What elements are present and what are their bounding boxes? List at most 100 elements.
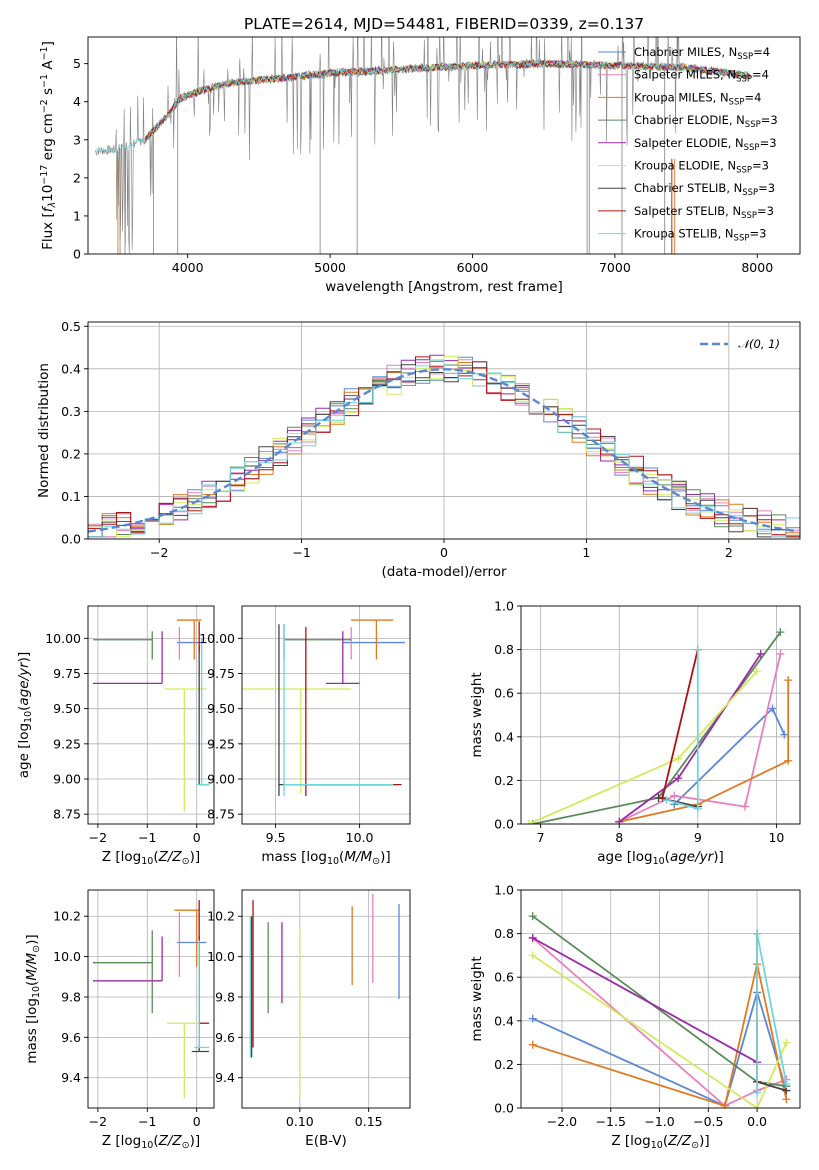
histogram-kroupa-stelib [88,359,800,538]
axes-frame [520,605,801,825]
x-tick-label: 7 [537,830,545,845]
error-point-kroupa-miles [174,909,200,967]
mass-vs-ebv-plot: 0.10 0.15 9.4 9.6 9.8 10.0 10.2 E(B-V) [207,889,411,1149]
series-marker [740,802,749,811]
error-point-kroupa-elodie [242,688,352,794]
x-tick-label: −2 [89,1114,107,1129]
y-tick-label: 0.8 [494,926,514,941]
y-tick-label: 9.00 [207,771,235,786]
y-tick-label: 9.8 [215,989,235,1004]
x-tick-label: 0.10 [286,1114,314,1129]
x-axis-label: (data-model)/error [381,564,507,580]
error-point-chabrier-elodie [283,624,352,660]
mass-weight-series-kroupa-elodie [524,667,761,824]
y-tick-label: 10.00 [45,631,81,646]
x-tick-label: 6000 [457,260,489,275]
series-marker [753,1088,762,1097]
x-tick-label: −0.5 [693,1114,723,1129]
series-marker [528,912,537,921]
y-tick-label: 1 [73,208,81,223]
series-line [756,933,788,1093]
x-tick-label: 0.0 [747,1114,767,1129]
x-tick-label: 9 [694,830,702,845]
series-marker [776,628,785,637]
x-axis-label: age [log10(age/yr)] [597,849,723,867]
plot-area [92,619,210,812]
y-tick-label: 0.8 [494,642,514,657]
mass-weight-series-kroupa-stelib [662,645,702,813]
legend-label: Chabrier ELODIE, NSSP=3 [634,113,778,130]
error-point-kroupa-elodie [164,688,207,812]
error-point-kroupa-miles [176,619,202,660]
y-axis-label: mass [log10(M/M⊙)] [24,934,42,1063]
series-marker [752,667,761,676]
error-point-kroupa-miles [351,619,394,660]
y-tick-label: 0.2 [494,773,514,788]
axes-frame [520,889,801,1109]
series-marker [662,796,671,805]
x-tick-label: 2 [725,545,733,560]
y-tick-label: 9.8 [61,989,81,1004]
series-line [661,649,699,799]
series-marker [780,730,789,739]
series-marker [674,754,683,763]
x-axis-label: mass [log10(M/M⊙)] [261,849,390,867]
error-point-salpeter-elodie [92,936,163,982]
error-point-kroupa-stelib [196,638,210,786]
legend-label: Salpeter MILES, NSSP=4 [634,68,769,85]
y-tick-label: 0.0 [494,817,514,832]
x-axis-label: Z [log10(Z/Z⊙)] [102,849,200,867]
y-tick-label: 9.6 [215,1030,235,1045]
series-marker [784,676,793,685]
x-tick-label: −2 [150,545,168,560]
series-marker [753,929,762,938]
y-tick-label: 0.1 [61,489,81,504]
y-tick-label: 9.25 [207,736,235,751]
y-axis-label: age [log10(age/yr)] [16,652,34,778]
error-point-kroupa-stelib [194,940,210,1049]
series-marker [615,817,624,824]
legend-label: Kroupa MILES, NSSP=4 [634,90,761,107]
mass-vs-metallicity-plot: −2 −1 0 9.4 9.6 9.8 10.0 10.2 Z [log10(Z/Z⊙)] mas… [24,889,215,1151]
x-tick-label: 8000 [741,260,773,275]
mass-weight-series-chabrier-miles [670,704,789,809]
x-axis-label: Z [log10(Z/Z⊙)] [611,1133,709,1151]
axes-frame [87,36,801,255]
plot-area [94,37,751,254]
series-marker [528,1014,537,1023]
y-tick-label: 4 [73,94,81,109]
x-axis-label: Z [log10(Z/Z⊙)] [102,1133,200,1151]
y-tick-label: 9.75 [207,666,235,681]
y-tick-label: 9.75 [53,666,81,681]
series-line [532,954,788,1108]
legend-label: Kroupa STELIB, NSSP=3 [634,227,766,244]
age-vs-mass-plot: 9.5 10.0 8.75 9.00 9.25 9.50 9.75 10.00 mass [lo… [199,605,411,867]
y-tick-label: 2 [73,170,81,185]
residuals-plot: −2 −1 0 1 2 0.0 0.1 0.2 0.3 0.4 0.5 (data-model)/er… [36,319,801,580]
x-tick-label: 0 [440,545,448,560]
y-tick-label: 0.4 [494,729,514,744]
y-tick-label: 0.2 [61,446,81,461]
x-tick-label: 7000 [599,260,631,275]
error-point-salpeter-stelib [305,627,402,796]
error-point-kroupa-elodie [167,1022,200,1098]
series-line [658,796,698,808]
y-tick-label: 9.50 [207,701,235,716]
series-marker [756,649,765,658]
series-marker [768,704,777,713]
x-tick-label: 10.0 [346,830,374,845]
y-tick-label: 9.6 [61,1030,81,1045]
axes-frame [241,889,411,1109]
series-marker [782,1038,791,1047]
y-tick-label: 10.2 [207,909,235,924]
series-marker [693,645,702,654]
y-tick-label: 0.2 [494,1057,514,1072]
y-tick-label: 0.0 [61,532,81,547]
series-marker [528,1040,537,1049]
x-tick-label: −1 [138,1114,156,1129]
mass-weight-series-kroupa-miles [615,676,793,824]
y-tick-label: 0 [73,247,81,262]
axes-frame [241,605,411,825]
x-tick-label: −1.0 [644,1114,674,1129]
x-tick-label: −2 [89,830,107,845]
